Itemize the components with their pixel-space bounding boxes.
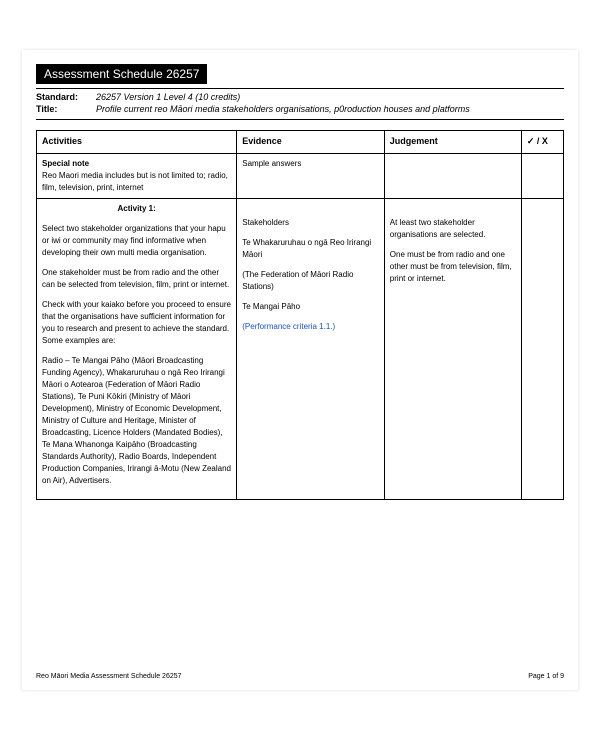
divider: [36, 119, 564, 120]
activity1-p2: One stakeholder must be from radio and t…: [42, 267, 231, 291]
assessment-table: Activities Evidence Judgement ✓ / X Spec…: [36, 130, 564, 500]
page-footer: Reo Māori Media Assessment Schedule 2625…: [36, 673, 564, 680]
cell-activity1: Activity 1: Select two stakeholder organ…: [37, 198, 237, 499]
col-evidence: Evidence: [237, 131, 385, 154]
standard-label: Standard:: [36, 92, 96, 102]
jg-line: At least two stakeholder organisations a…: [390, 217, 516, 241]
standard-value: 26257 Version 1 Level 4 (10 credits): [96, 92, 564, 102]
cell-judgement: [384, 153, 521, 198]
col-activities: Activities: [37, 131, 237, 154]
activity1-p1: Select two stakeholder organizations tha…: [42, 223, 231, 259]
special-note-label: Special note: [42, 158, 231, 170]
cell-special-note: Special note Reo Maori media includes bu…: [37, 153, 237, 198]
document-page: Assessment Schedule 26257 Standard: 2625…: [22, 50, 578, 690]
title-bar: Assessment Schedule 26257: [36, 64, 207, 84]
footer-right: Page 1 of 9: [528, 673, 564, 680]
ev-line: Te Mangai Pāho: [242, 301, 379, 313]
cell-check: [521, 153, 563, 198]
activity1-p3: Check with your kaiako before you procee…: [42, 299, 231, 347]
table-row: Activity 1: Select two stakeholder organ…: [37, 198, 564, 499]
col-check: ✓ / X: [521, 131, 563, 154]
title-label: Title:: [36, 104, 96, 114]
standard-row: Standard: 26257 Version 1 Level 4 (10 cr…: [36, 91, 564, 103]
title-value: Profile current reo Māori media stakehol…: [96, 104, 564, 114]
ev-line: Te Whakaruruhau o ngā Reo Irirangi Māori: [242, 237, 379, 261]
table-row: Special note Reo Maori media includes bu…: [37, 153, 564, 198]
col-judgement: Judgement: [384, 131, 521, 154]
performance-criteria-link[interactable]: (Performance criteria 1.1.): [242, 321, 379, 333]
footer-left: Reo Māori Media Assessment Schedule 2625…: [36, 673, 182, 680]
cell-evidence: Sample answers: [237, 153, 385, 198]
cell-activity1-check: [521, 198, 563, 499]
title-row: Title: Profile current reo Māori media s…: [36, 103, 564, 115]
table-header-row: Activities Evidence Judgement ✓ / X: [37, 131, 564, 154]
jg-line: One must be from radio and one other mus…: [390, 249, 516, 285]
ev-line: (The Federation of Māori Radio Stations): [242, 269, 379, 293]
activity1-heading: Activity 1:: [42, 203, 231, 215]
divider: [36, 88, 564, 89]
activity1-p4: Radio – Te Mangai Pāho (Māori Broadcasti…: [42, 355, 231, 487]
cell-activity1-evidence: Stakeholders Te Whakaruruhau o ngā Reo I…: [237, 198, 385, 499]
special-note-body: Reo Maori media includes but is not limi…: [42, 170, 231, 194]
ev-line: Stakeholders: [242, 217, 379, 229]
cell-activity1-judgement: At least two stakeholder organisations a…: [384, 198, 521, 499]
